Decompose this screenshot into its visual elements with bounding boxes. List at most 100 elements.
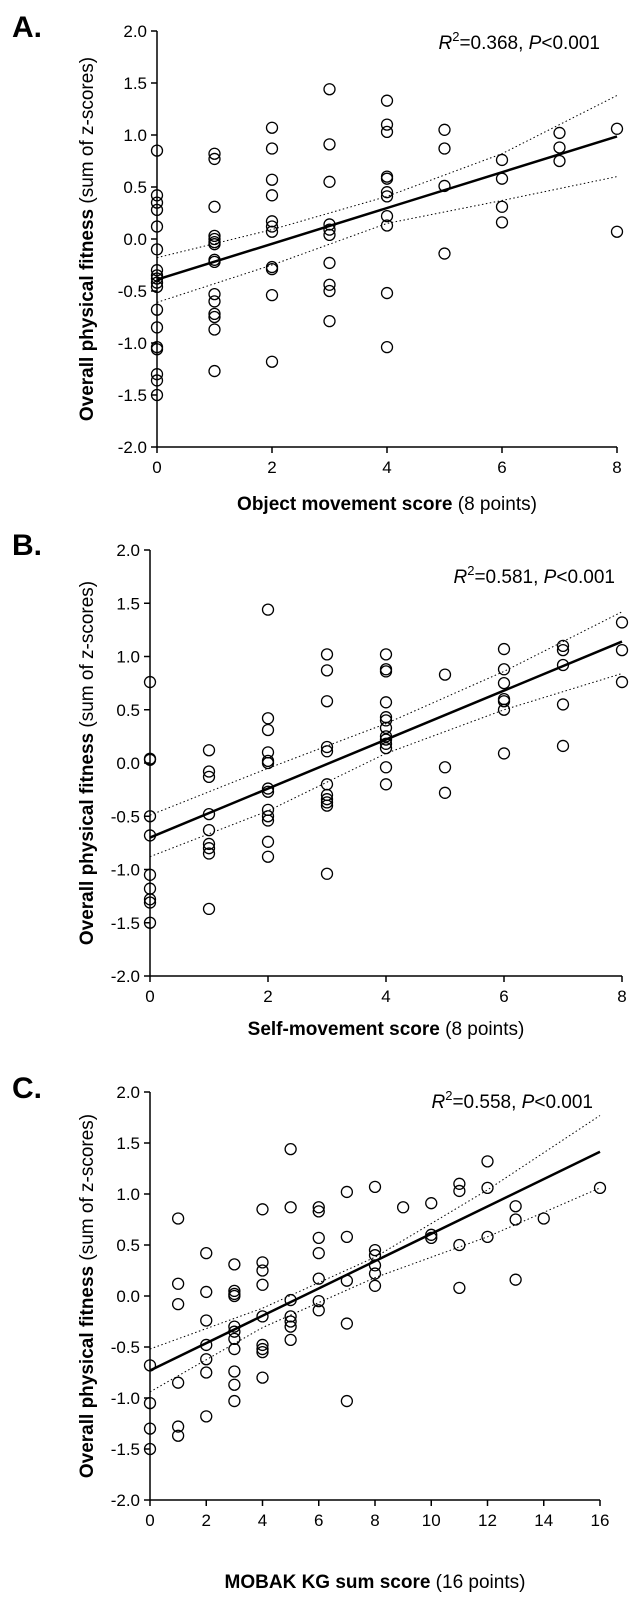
data-point bbox=[202, 837, 216, 851]
data-point bbox=[150, 388, 164, 402]
data-point bbox=[265, 355, 279, 368]
data-point bbox=[497, 695, 511, 708]
x-tick-label: 2 bbox=[263, 987, 272, 1006]
data-point bbox=[453, 1184, 466, 1198]
data-point bbox=[497, 676, 511, 690]
y-tick-label: -1.5 bbox=[118, 386, 147, 405]
data-point bbox=[379, 648, 393, 661]
y-tick-label: -1.5 bbox=[111, 914, 140, 933]
y-tick-label: 1.5 bbox=[123, 74, 147, 93]
data-point bbox=[208, 229, 221, 243]
data-point bbox=[320, 778, 334, 791]
data-point bbox=[340, 1317, 354, 1330]
data-point bbox=[171, 1212, 185, 1225]
y-tick-label: 1.5 bbox=[116, 594, 140, 613]
data-point bbox=[323, 278, 336, 291]
data-point bbox=[379, 696, 393, 709]
data-point bbox=[368, 1180, 382, 1194]
data-point bbox=[425, 1197, 438, 1210]
chart-panel-b: B. 2.0 1.5 1.0 0.5 0.0 -0.5 -1.0 -1.5 -2.0 0 2 4 6 8 R2… bbox=[12, 529, 629, 1040]
data-point bbox=[208, 310, 221, 324]
data-point bbox=[368, 1267, 382, 1280]
data-point bbox=[340, 1274, 354, 1287]
data-point bbox=[379, 721, 393, 735]
data-point bbox=[610, 122, 624, 135]
x-tick-label: 4 bbox=[258, 1511, 267, 1530]
data-point bbox=[615, 643, 629, 657]
data-point bbox=[150, 264, 164, 277]
y-tick-label: 2.0 bbox=[116, 541, 140, 560]
data-point bbox=[368, 1249, 382, 1262]
data-point bbox=[150, 303, 164, 316]
data-point bbox=[208, 238, 221, 251]
x-tick-label: 6 bbox=[314, 1511, 323, 1530]
data-point bbox=[171, 1429, 185, 1442]
data-point bbox=[368, 1279, 382, 1292]
data-point bbox=[208, 307, 221, 321]
data-point bbox=[379, 665, 393, 678]
data-point bbox=[284, 1201, 297, 1214]
data-point bbox=[143, 1422, 157, 1435]
data-point bbox=[312, 1247, 325, 1260]
data-point bbox=[228, 1394, 241, 1408]
y-tick-label: 2.0 bbox=[116, 1083, 140, 1102]
data-point bbox=[228, 1332, 241, 1345]
data-point bbox=[150, 343, 164, 356]
data-point bbox=[256, 1256, 269, 1269]
data-point bbox=[320, 799, 334, 812]
data-point bbox=[380, 286, 394, 300]
data-point bbox=[320, 740, 334, 754]
x-axis-title: Object movement score (8 points) bbox=[237, 494, 537, 515]
y-tick-label: 0.0 bbox=[123, 230, 147, 249]
panel-label: A. bbox=[12, 11, 42, 44]
data-point bbox=[200, 1353, 213, 1366]
data-point bbox=[143, 829, 157, 842]
data-point bbox=[150, 280, 164, 293]
data-point bbox=[261, 810, 275, 823]
data-point bbox=[150, 144, 164, 157]
x-tick-label: 4 bbox=[382, 458, 391, 477]
data-point bbox=[256, 1371, 269, 1384]
data-point bbox=[320, 745, 334, 758]
data-point bbox=[261, 756, 275, 770]
data-point bbox=[261, 835, 275, 848]
ci-upper-band bbox=[156, 95, 618, 259]
data-point bbox=[453, 1177, 466, 1190]
data-point bbox=[200, 1247, 213, 1260]
data-point bbox=[208, 323, 221, 336]
data-point bbox=[228, 1284, 241, 1298]
data-point bbox=[256, 1310, 269, 1323]
data-point bbox=[143, 753, 157, 766]
data-point bbox=[150, 189, 164, 202]
data-point bbox=[261, 723, 275, 737]
data-point bbox=[202, 847, 216, 860]
data-point bbox=[495, 153, 509, 167]
x-tick-label: 4 bbox=[381, 987, 390, 1006]
x-tick-label: 2 bbox=[202, 1511, 211, 1530]
data-point bbox=[202, 902, 216, 916]
y-tick-label: 1.5 bbox=[116, 1134, 140, 1153]
data-point bbox=[320, 664, 334, 677]
y-tick-label: -1.0 bbox=[111, 861, 140, 880]
data-point bbox=[380, 172, 394, 185]
data-point bbox=[208, 364, 221, 378]
y-tick-label: -1.0 bbox=[111, 1389, 140, 1408]
data-point bbox=[380, 209, 394, 223]
data-point bbox=[202, 744, 216, 757]
data-point bbox=[380, 94, 394, 107]
data-point bbox=[553, 126, 566, 140]
data-point bbox=[150, 220, 164, 233]
data-point bbox=[284, 1320, 297, 1333]
data-point bbox=[150, 203, 164, 217]
data-point bbox=[615, 675, 629, 689]
ci-upper-band bbox=[149, 611, 623, 816]
data-point bbox=[380, 219, 394, 232]
y-tick-label: 1.0 bbox=[116, 648, 140, 667]
data-point bbox=[256, 1338, 269, 1352]
data-point bbox=[537, 1212, 550, 1225]
x-tick-label: 8 bbox=[612, 458, 621, 477]
y-axis-title: Overall physical fitness (sum of z-score… bbox=[77, 581, 98, 945]
ci-lower-band bbox=[149, 673, 623, 858]
data-point bbox=[438, 247, 451, 260]
data-point bbox=[438, 142, 451, 155]
